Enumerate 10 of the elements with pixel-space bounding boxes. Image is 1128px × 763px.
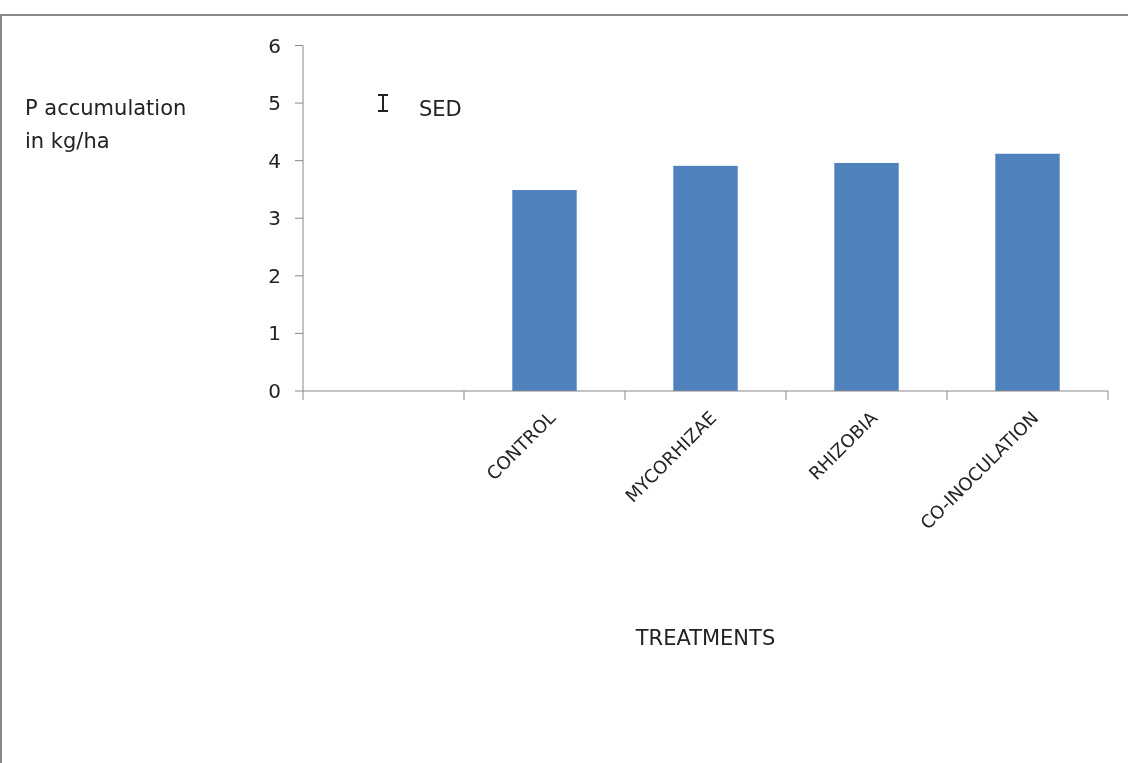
y-tick-label: 3: [268, 206, 281, 231]
annotation: SED: [419, 97, 462, 121]
x-axis-title: TREATMENTS: [634, 626, 776, 650]
y-tick-label: 6: [268, 33, 281, 58]
y-tick-label: 4: [268, 148, 281, 173]
y-tick-label: 0: [268, 379, 281, 403]
y-tick-label: 5: [268, 91, 281, 116]
y-tick-label: 2: [268, 263, 281, 288]
y-axis-title: P accumulation in kg/ha: [25, 96, 187, 153]
y-tick-label: 1: [268, 321, 281, 346]
